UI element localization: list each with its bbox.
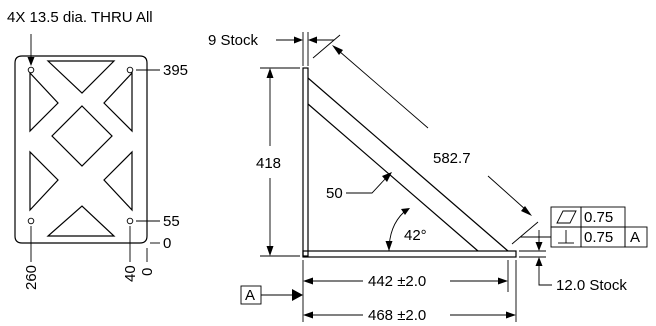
brace-edge-lower: [307, 103, 479, 252]
cutout-top: [46, 60, 116, 94]
fcf-flatness-value: 0.75: [584, 209, 613, 226]
width468-arrow-left: [303, 311, 313, 319]
height-arrow-bottom: [266, 246, 274, 256]
ordinate-label-0-right: 0: [163, 235, 171, 252]
hole-bottom-right: [126, 217, 134, 225]
bracket-view: 9 Stock 418 582.7 50 42°: [208, 32, 648, 324]
angle-arrow-top: [401, 208, 410, 215]
diag-582-label: 582.7: [433, 150, 471, 167]
diag-ext-bottom: [511, 221, 539, 245]
height-arrow-top: [266, 68, 274, 78]
hole-top-right: [126, 66, 134, 74]
width442-arrow-right: [498, 277, 508, 285]
ordinate-label-55: 55: [163, 213, 180, 230]
cutout-left-upper: [29, 71, 59, 133]
angle-arc: [388, 211, 405, 252]
height-418-label: 418: [256, 155, 281, 172]
hole-bottom-left: [27, 217, 35, 225]
cutout-left-lower: [29, 150, 59, 212]
fcf-perp-value: 0.75: [584, 229, 613, 246]
horizontal-leg: [302, 250, 517, 258]
diag-ext-top: [312, 34, 341, 59]
plate-view: 4X 13.5 dia. THRU All 395 55 0 260 40 0: [7, 9, 188, 290]
diag-arrow-bottom: [521, 206, 532, 216]
diag-dim-line-lower: [487, 175, 527, 211]
stock-9-arrow-left: [294, 36, 303, 44]
angle-42-label: 42°: [404, 227, 427, 244]
width-468-label: 468 ±2.0: [368, 307, 426, 324]
stock12-leader: [538, 266, 552, 286]
hole-callout-text: 4X 13.5 dia. THRU All: [7, 9, 153, 26]
vertical-leg: [302, 67, 309, 257]
width442-arrow-left: [303, 277, 313, 285]
hole-top-left: [27, 66, 35, 74]
brace-50-label: 50: [326, 185, 343, 202]
flatness-icon: [556, 210, 577, 224]
diag-arrow-top: [332, 45, 343, 55]
brace-50-leader: [346, 177, 387, 194]
stock-9-arrow-right: [308, 36, 317, 44]
plate-outline: [14, 55, 148, 244]
ordinate-label-0-bottom: 0: [139, 268, 156, 276]
diag-dim-line-upper: [338, 50, 429, 129]
datum-a-label: A: [245, 287, 255, 304]
fcf-datum-cell: [624, 226, 648, 248]
width468-arrow-right: [506, 311, 516, 319]
brace-50-arrow: [382, 172, 392, 182]
cutout-right-upper: [103, 71, 133, 133]
fcf-datum-ref: A: [630, 229, 640, 246]
stock12-arrow-top: [535, 242, 543, 251]
cutout-right-lower: [103, 150, 133, 212]
cutout-bottom: [46, 205, 116, 237]
brace-edge-upper: [307, 77, 509, 252]
fcf-flatness-symbol-cell: [550, 206, 582, 228]
ordinate-label-260: 260: [23, 265, 40, 290]
stock-12-label: 12.0 Stock: [556, 277, 627, 294]
hole-callout-arrowhead: [27, 57, 35, 66]
cutout-center-diamond: [51, 105, 113, 167]
angle-arrow-bottom: [385, 241, 393, 251]
ordinate-label-395: 395: [163, 62, 188, 79]
stock-9-label: 9 Stock: [208, 32, 259, 49]
ordinate-label-40: 40: [122, 265, 139, 282]
width-442-label: 442 ±2.0: [368, 273, 426, 290]
stock12-arrow-bottom: [535, 257, 543, 266]
datum-a-triangle: [292, 289, 303, 301]
